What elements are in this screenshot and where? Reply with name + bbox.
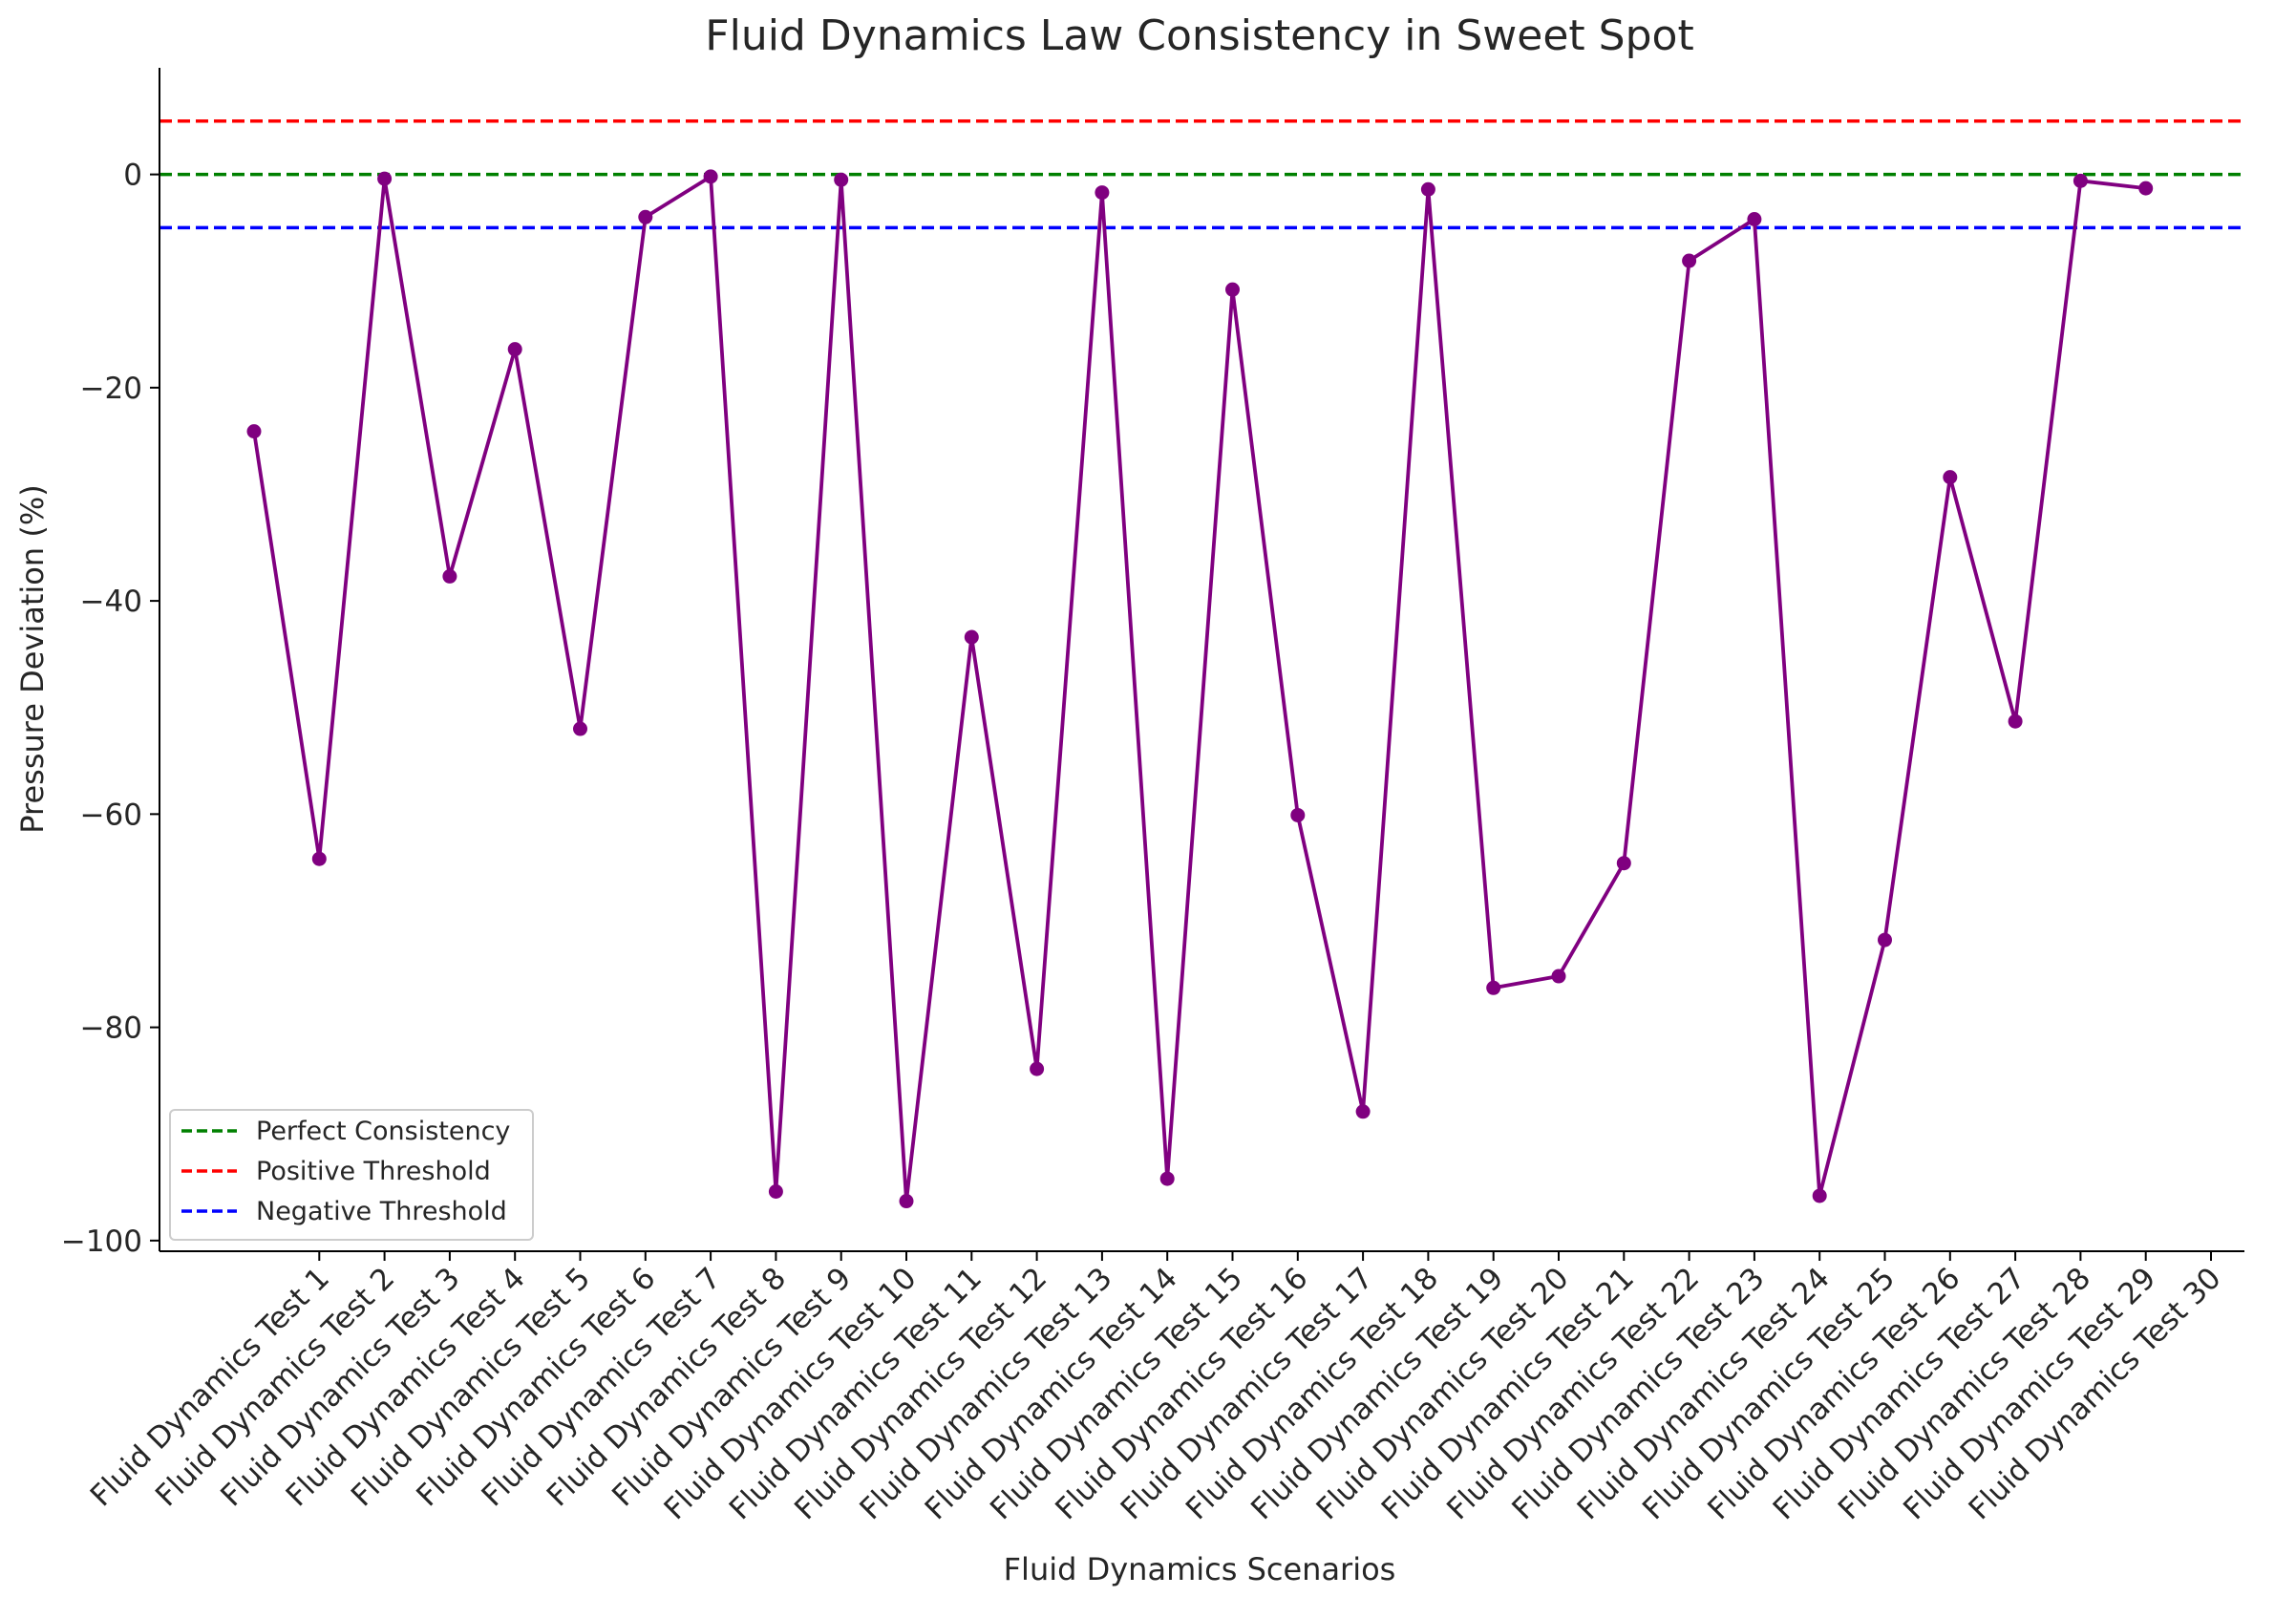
- data-point: [1095, 185, 1110, 201]
- y-tick-label: −40: [80, 585, 142, 619]
- y-tick-label: −100: [61, 1224, 142, 1259]
- data-point: [2138, 181, 2154, 196]
- y-tick-label: −80: [80, 1011, 142, 1046]
- data-point: [1551, 969, 1566, 984]
- data-point: [1812, 1188, 1827, 1203]
- x-axis-label: Fluid Dynamics Scenarios: [1004, 1551, 1396, 1587]
- data-point: [1290, 807, 1306, 822]
- data-point: [1943, 470, 1958, 485]
- y-tick-label: −20: [80, 372, 142, 406]
- data-series: [246, 169, 2154, 1209]
- data-point: [2073, 173, 2088, 188]
- reference-lines: [159, 119, 2244, 230]
- data-point: [1030, 1061, 1045, 1076]
- chart-title: Fluid Dynamics Law Consistency in Sweet …: [705, 11, 1693, 60]
- legend-label: Perfect Consistency: [256, 1117, 510, 1146]
- y-axis-ticks: 0 −20 −40 −60 −80 −100: [61, 159, 159, 1259]
- data-point: [442, 568, 457, 584]
- y-axis-label: Pressure Deviation (%): [14, 484, 51, 833]
- legend-label: Positive Threshold: [256, 1157, 491, 1186]
- data-point: [507, 342, 522, 357]
- data-point: [1486, 980, 1501, 995]
- data-point: [964, 629, 979, 645]
- data-point: [1159, 1171, 1175, 1186]
- data-point: [2008, 713, 2023, 729]
- data-point: [1355, 1104, 1371, 1119]
- data-point: [834, 172, 849, 187]
- legend-box: [169, 1109, 534, 1241]
- data-point: [246, 424, 262, 439]
- data-point: [768, 1183, 783, 1199]
- legend: Perfect Consistency Positive Threshold Neg…: [169, 1109, 534, 1241]
- data-point: [573, 721, 587, 736]
- data-point: [1616, 856, 1631, 871]
- data-point: [311, 851, 327, 866]
- data-point: [899, 1194, 914, 1209]
- series-line: [252, 174, 2146, 1203]
- data-point: [638, 209, 653, 224]
- data-point: [1420, 181, 1435, 197]
- data-point: [1878, 932, 1892, 948]
- y-tick-label: 0: [123, 159, 142, 193]
- data-point: [703, 169, 718, 184]
- data-point: [1682, 253, 1697, 268]
- data-point: [1747, 212, 1762, 227]
- y-tick-label: −60: [80, 798, 142, 832]
- legend-label: Negative Threshold: [256, 1197, 507, 1226]
- data-point: [377, 171, 393, 186]
- data-point: [1225, 282, 1240, 297]
